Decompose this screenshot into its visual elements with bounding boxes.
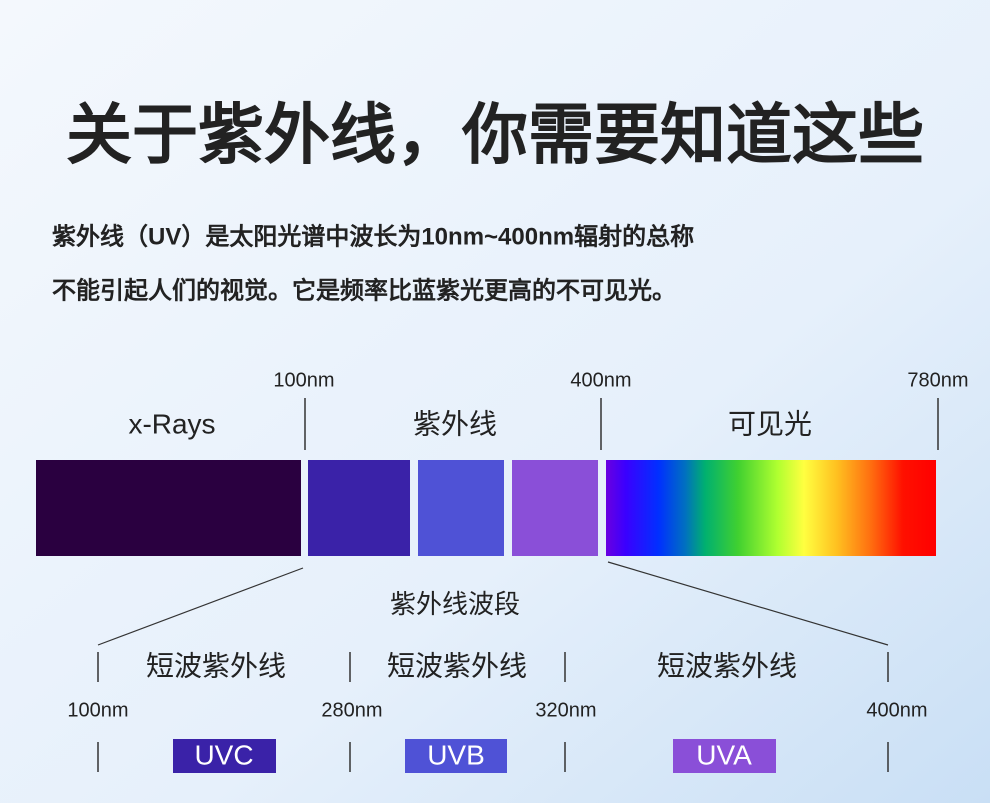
wavelength-label: 280nm bbox=[321, 699, 382, 721]
region-label: 可见光 bbox=[728, 408, 812, 439]
wavelength-label: 100nm bbox=[67, 699, 128, 721]
boundary-label: 400nm bbox=[570, 369, 631, 391]
boundary-label: 100nm bbox=[273, 369, 334, 391]
visible-bar bbox=[606, 460, 936, 556]
region-label: 紫外线 bbox=[413, 408, 497, 439]
uva-bar bbox=[512, 460, 598, 556]
section-title: 紫外线波段 bbox=[390, 589, 520, 619]
region-label: x-Rays bbox=[128, 408, 215, 439]
band-tag: UVB bbox=[427, 739, 485, 770]
zoom-line bbox=[97, 567, 304, 646]
tag-box bbox=[405, 739, 507, 773]
title: 关于紫外线，你需要知道这些 bbox=[66, 97, 924, 171]
boundary-label: 780nm bbox=[907, 369, 968, 391]
band-label: 短波紫外线 bbox=[387, 650, 527, 681]
description-line: 不能引起人们的视觉。它是频率比蓝紫光更高的不可见光。 bbox=[52, 276, 676, 304]
band-tag: UVC bbox=[194, 739, 253, 770]
tag-box bbox=[673, 739, 776, 773]
description-line: 紫外线（UV）是太阳光谱中波长为10nm~400nm辐射的总称 bbox=[52, 222, 694, 250]
band-tag: UVA bbox=[696, 739, 752, 770]
wavelength-label: 400nm bbox=[866, 699, 927, 721]
band-label: 短波紫外线 bbox=[657, 650, 797, 681]
uvb-bar bbox=[418, 460, 504, 556]
zoom-line bbox=[607, 561, 889, 646]
uvc-bar bbox=[308, 460, 410, 556]
band-label: 短波紫外线 bbox=[146, 650, 286, 681]
xray-bar bbox=[36, 460, 301, 556]
tag-box bbox=[173, 739, 276, 773]
wavelength-label: 320nm bbox=[535, 699, 596, 721]
